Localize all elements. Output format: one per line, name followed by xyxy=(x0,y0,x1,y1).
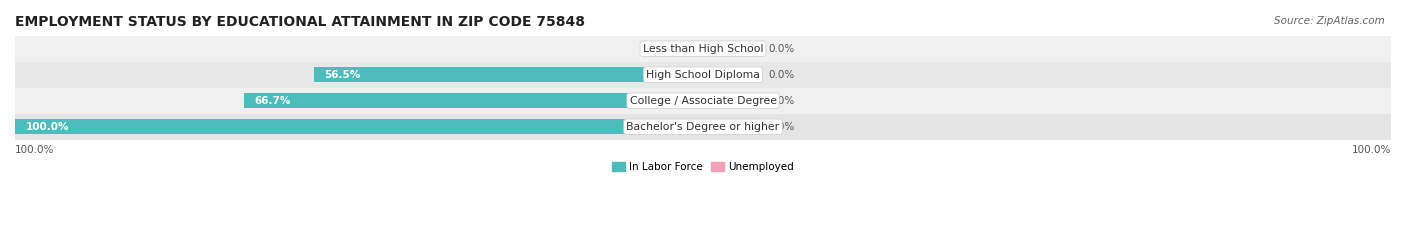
Text: 0.0%: 0.0% xyxy=(768,44,794,54)
Text: Less than High School: Less than High School xyxy=(643,44,763,54)
Bar xyxy=(15,36,1391,62)
Text: 0.0%: 0.0% xyxy=(768,96,794,106)
Text: 0.0%: 0.0% xyxy=(768,70,794,80)
Text: 100.0%: 100.0% xyxy=(25,122,69,132)
Bar xyxy=(15,88,1391,114)
Text: 0.0%: 0.0% xyxy=(669,44,696,54)
Bar xyxy=(315,67,703,82)
Bar xyxy=(15,119,703,134)
Legend: In Labor Force, Unemployed: In Labor Force, Unemployed xyxy=(609,158,797,176)
Text: High School Diploma: High School Diploma xyxy=(647,70,759,80)
Bar xyxy=(703,119,758,134)
Text: 100.0%: 100.0% xyxy=(15,145,55,155)
Text: 66.7%: 66.7% xyxy=(254,96,291,106)
Bar xyxy=(703,93,758,108)
Text: Bachelor's Degree or higher: Bachelor's Degree or higher xyxy=(627,122,779,132)
Text: 0.0%: 0.0% xyxy=(768,122,794,132)
Text: Source: ZipAtlas.com: Source: ZipAtlas.com xyxy=(1274,16,1385,26)
Bar xyxy=(245,93,703,108)
Bar xyxy=(15,62,1391,88)
Text: College / Associate Degree: College / Associate Degree xyxy=(630,96,776,106)
Text: 56.5%: 56.5% xyxy=(325,70,361,80)
Text: EMPLOYMENT STATUS BY EDUCATIONAL ATTAINMENT IN ZIP CODE 75848: EMPLOYMENT STATUS BY EDUCATIONAL ATTAINM… xyxy=(15,15,585,29)
Text: 100.0%: 100.0% xyxy=(1351,145,1391,155)
Bar xyxy=(15,114,1391,140)
Bar xyxy=(703,67,758,82)
Bar xyxy=(703,41,758,56)
